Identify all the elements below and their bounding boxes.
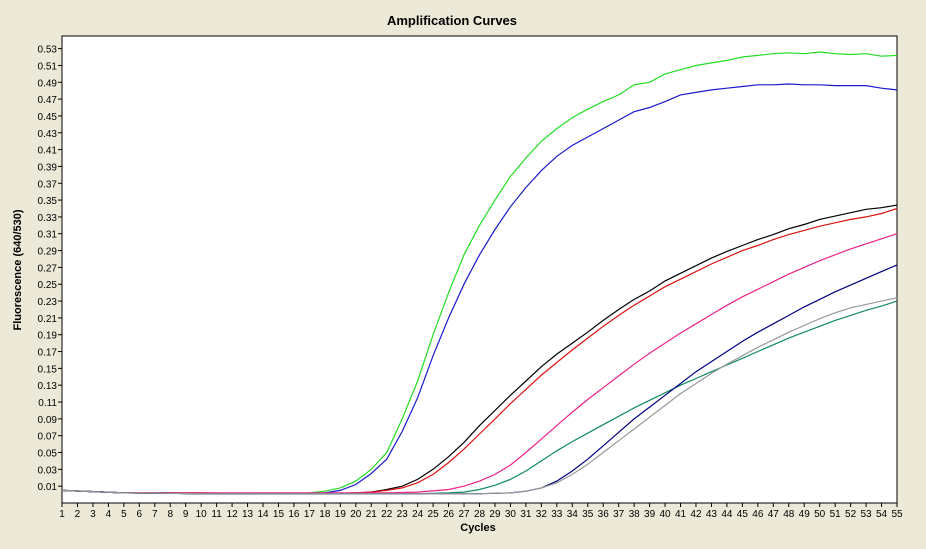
series-line-4 (61, 207, 898, 495)
x-tick-label: 5 (121, 509, 127, 520)
x-tick-label: 45 (737, 509, 749, 520)
y-tick-label: 0.21 (38, 314, 58, 325)
y-tick-label: 0.49 (38, 78, 58, 89)
x-tick-label: 48 (783, 509, 795, 520)
x-tick-label: 31 (520, 509, 532, 520)
plot-area (61, 35, 898, 504)
y-tick-label: 0.07 (38, 432, 58, 443)
x-tick-label: 22 (381, 509, 393, 520)
x-tick-label: 10 (196, 509, 208, 520)
y-axis-ticks: 0.01 0.03 0.05 0.07 0.09 0.11 0.13 0.15 0.17 0.19… (38, 45, 62, 493)
y-tick-label: 0.01 (38, 482, 58, 493)
y-tick-label: 0.27 (38, 263, 58, 274)
x-tick-label: 51 (830, 509, 842, 520)
y-tick-label: 0.09 (38, 415, 58, 426)
x-tick-label: 32 (536, 509, 548, 520)
x-tick-label: 11 (211, 509, 222, 520)
y-tick-label: 0.35 (38, 196, 58, 207)
x-tick-label: 1 (59, 509, 65, 520)
y-tick-label: 0.33 (38, 213, 58, 224)
y-tick-label: 0.31 (38, 230, 58, 241)
x-tick-label: 13 (242, 509, 254, 520)
x-tick-label: 7 (152, 509, 158, 520)
y-tick-label: 0.43 (38, 129, 58, 140)
x-tick-label: 54 (876, 509, 888, 520)
x-tick-label: 30 (505, 509, 517, 520)
x-tick-label: 15 (273, 509, 285, 520)
y-tick-label: 0.13 (38, 381, 58, 392)
y-tick-label: 0.47 (38, 95, 58, 106)
x-tick-label: 12 (227, 509, 239, 520)
series-line-2 (61, 83, 898, 495)
x-tick-label: 49 (799, 509, 811, 520)
x-tick-label: 2 (75, 509, 81, 520)
x-tick-label: 53 (861, 509, 873, 520)
x-tick-label: 27 (458, 509, 470, 520)
y-tick-label: 0.19 (38, 331, 58, 342)
y-tick-label: 0.39 (38, 162, 58, 173)
x-tick-label: 26 (443, 509, 455, 520)
x-tick-label: 34 (567, 509, 579, 520)
x-tick-label: 35 (582, 509, 594, 520)
x-tick-label: 44 (721, 509, 733, 520)
y-tick-label: 0.11 (38, 398, 57, 409)
x-tick-label: 50 (814, 509, 826, 520)
x-tick-label: 36 (598, 509, 610, 520)
y-tick-label: 0.05 (38, 449, 58, 460)
series-line-6 (61, 300, 898, 495)
y-tick-label: 0.23 (38, 297, 58, 308)
x-tick-label: 18 (319, 509, 331, 520)
y-axis-label: Fluorescence (640/530) (12, 209, 24, 330)
x-tick-label: 41 (675, 509, 687, 520)
x-tick-label: 16 (288, 509, 300, 520)
x-tick-label: 42 (690, 509, 702, 520)
series-line-5 (61, 233, 898, 494)
x-tick-label: 33 (551, 509, 563, 520)
x-tick-label: 28 (474, 509, 486, 520)
x-axis-label: Cycles (460, 522, 495, 534)
x-tick-label: 37 (613, 509, 625, 520)
x-tick-label: 6 (137, 509, 143, 520)
x-tick-label: 38 (629, 509, 641, 520)
x-tick-label: 23 (397, 509, 409, 520)
chart-title: Amplification Curves (387, 13, 517, 28)
x-tick-label: 46 (752, 509, 764, 520)
series-line-8 (61, 297, 898, 495)
x-tick-label: 43 (706, 509, 718, 520)
x-tick-label: 17 (304, 509, 316, 520)
y-tick-label: 0.29 (38, 247, 58, 258)
x-tick-label: 39 (644, 509, 656, 520)
y-tick-label: 0.53 (38, 45, 58, 56)
y-tick-label: 0.45 (38, 112, 58, 123)
y-tick-label: 0.15 (38, 364, 58, 375)
x-tick-label: 21 (366, 509, 378, 520)
series-line-1 (61, 51, 898, 495)
y-tick-label: 0.03 (38, 465, 58, 476)
x-tick-label: 9 (183, 509, 189, 520)
x-tick-label: 29 (489, 509, 501, 520)
x-tick-label: 25 (428, 509, 440, 520)
x-tick-label: 55 (891, 509, 903, 520)
y-tick-label: 0.17 (38, 348, 58, 359)
series-layer (61, 51, 898, 495)
x-tick-label: 8 (167, 509, 173, 520)
x-tick-label: 3 (90, 509, 96, 520)
y-tick-label: 0.25 (38, 280, 58, 291)
x-tick-label: 52 (845, 509, 857, 520)
y-tick-label: 0.41 (38, 146, 58, 157)
x-tick-label: 14 (257, 509, 269, 520)
x-tick-label: 20 (350, 509, 362, 520)
x-tick-label: 4 (106, 509, 112, 520)
x-tick-label: 24 (412, 509, 424, 520)
x-tick-label: 40 (659, 509, 671, 520)
x-axis-ticks: 1 2 3 4 5 6 7 8 9 10 11 12 13 14 15 16 17 18 19 20 21 22 23 24 2… (59, 503, 903, 520)
y-tick-label: 0.51 (38, 61, 58, 72)
x-tick-label: 47 (768, 509, 780, 520)
x-tick-label: 19 (335, 509, 347, 520)
y-tick-label: 0.37 (38, 179, 58, 190)
